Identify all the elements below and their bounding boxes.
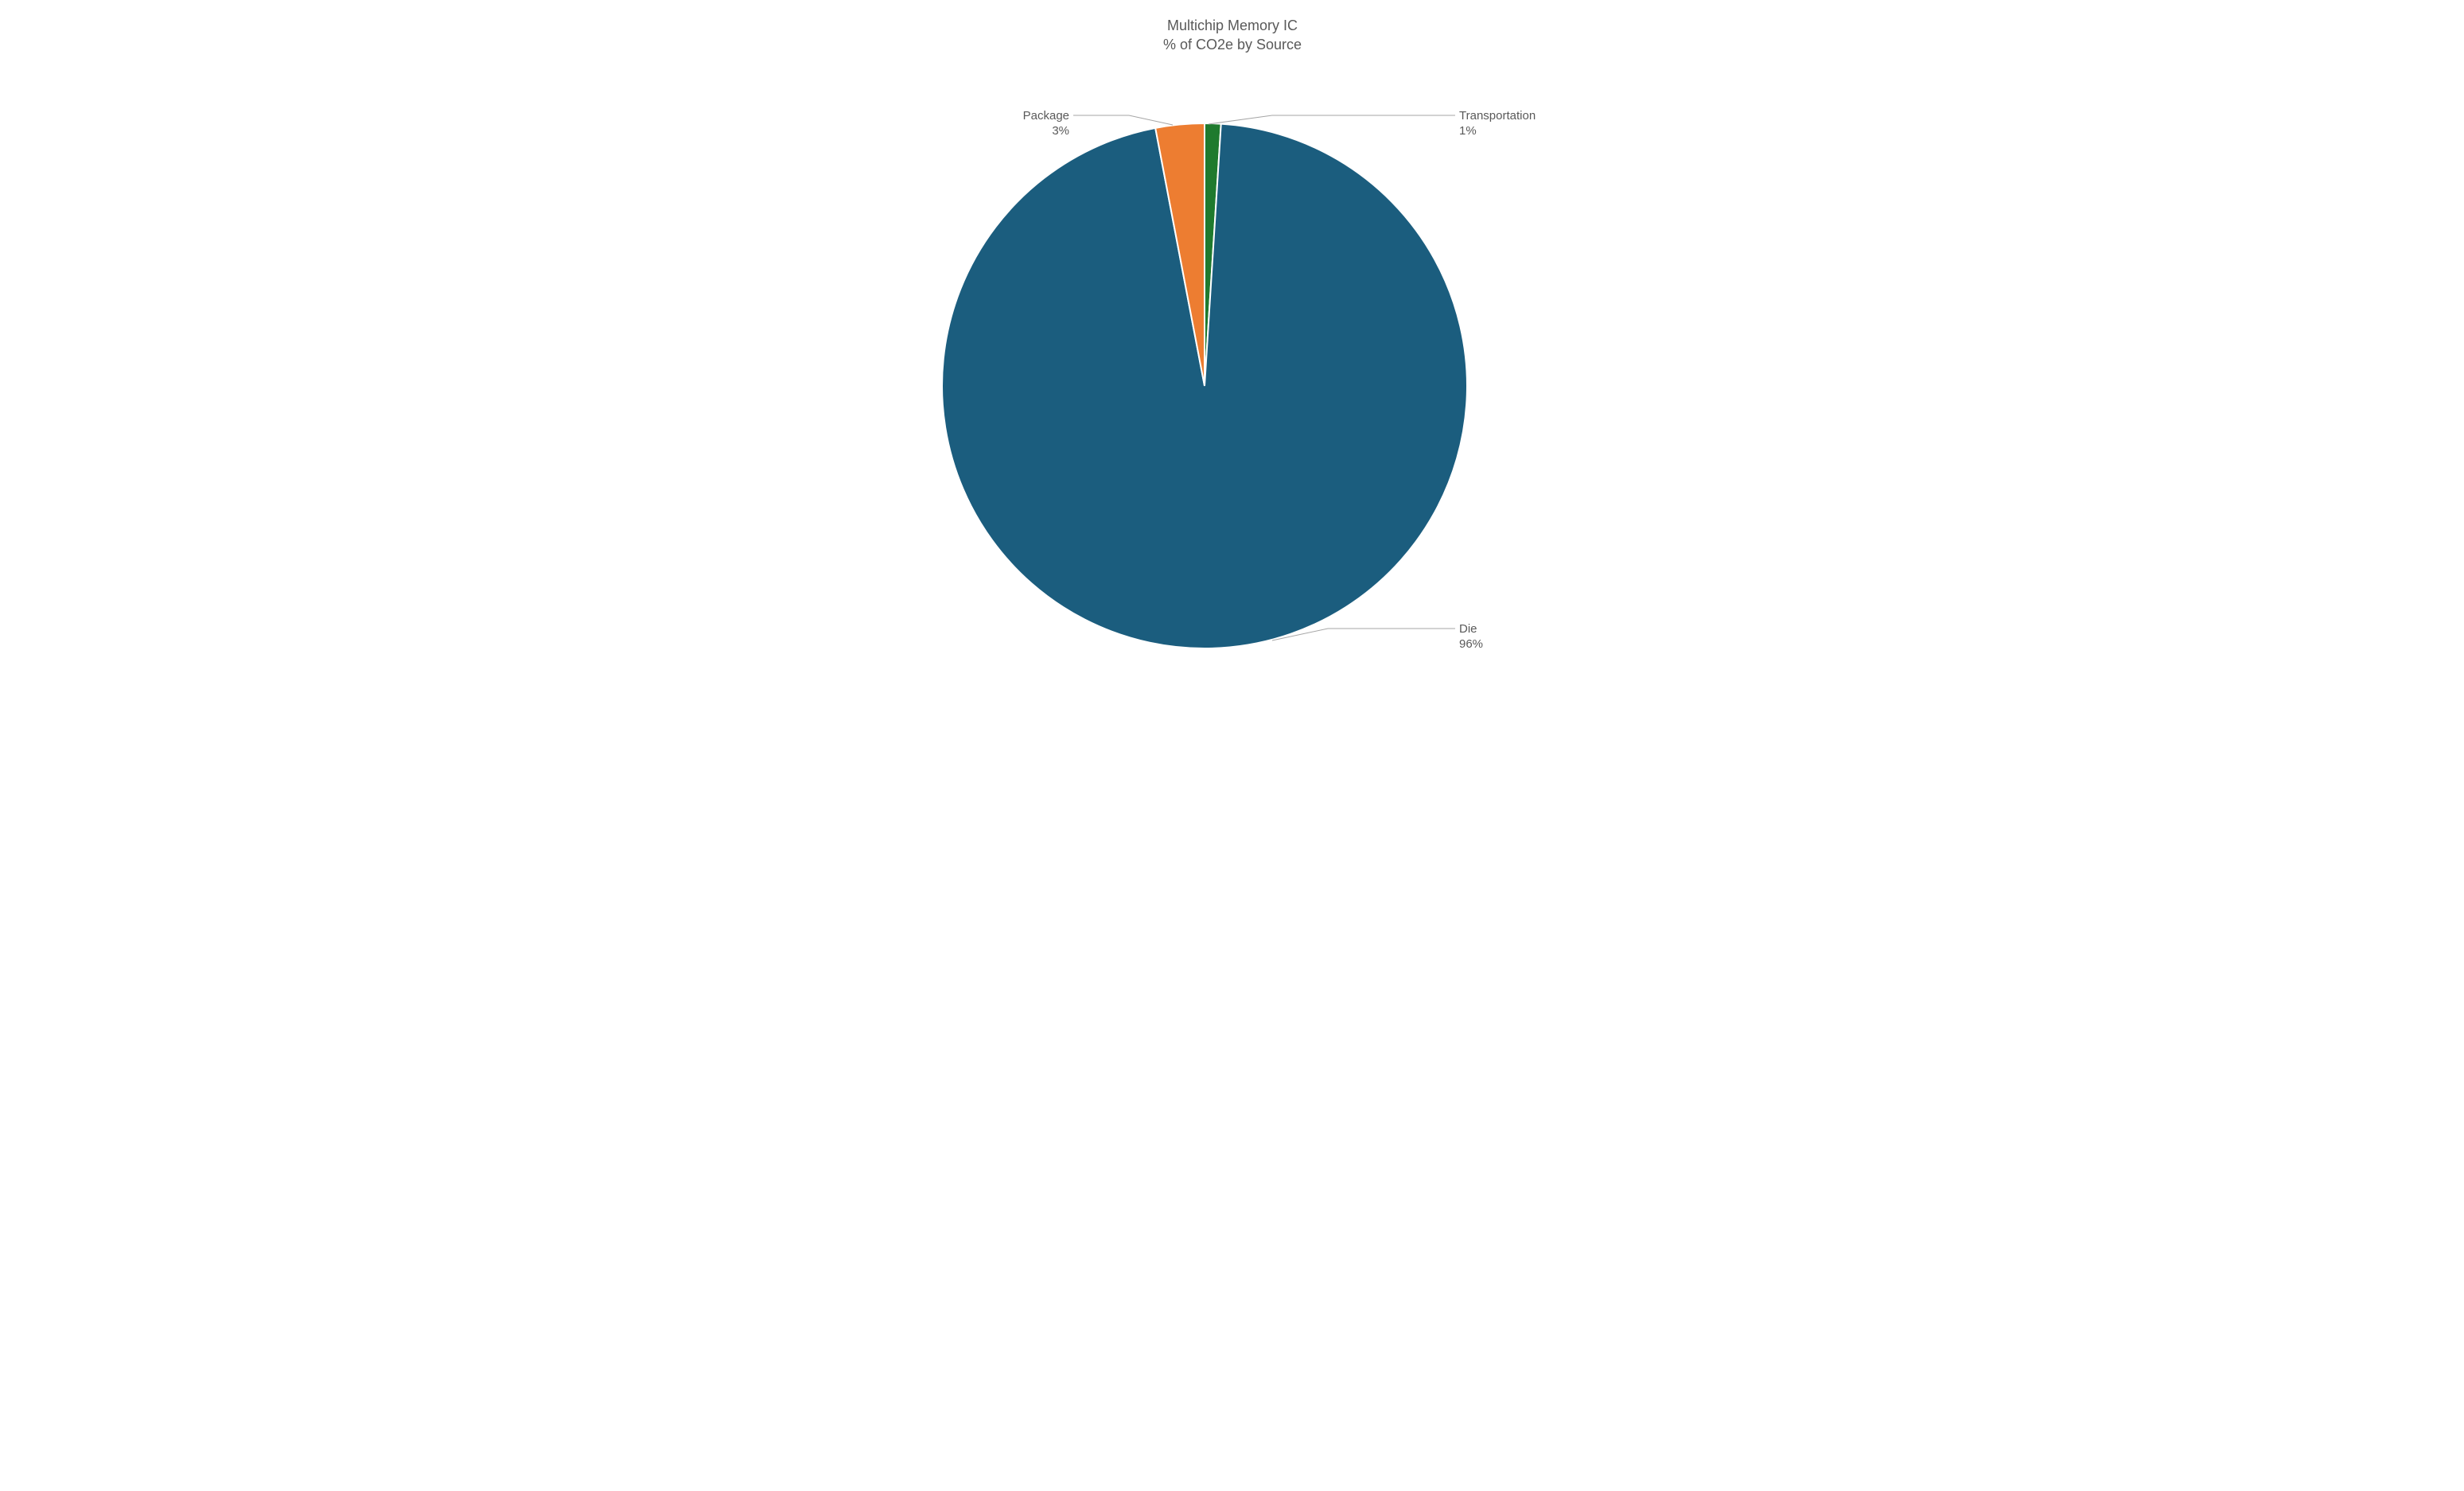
slice-label-name: Package xyxy=(1022,109,1069,123)
pie-chart-svg: Multichip Memory IC % of CO2e by Source … xyxy=(675,0,1789,692)
slice-label-percent: 96% xyxy=(1459,637,1483,651)
chart-title-line2: % of CO2e by Source xyxy=(1162,37,1301,53)
slice-label-name: Transportation xyxy=(1459,109,1536,123)
leader-line xyxy=(1073,115,1173,125)
chart-title-line1: Multichip Memory IC xyxy=(1166,18,1297,33)
slice-label-percent: 1% xyxy=(1459,124,1477,138)
pie-chart-container: Multichip Memory IC % of CO2e by Source … xyxy=(675,0,1789,692)
leader-line xyxy=(1209,115,1455,124)
slice-label-percent: 3% xyxy=(1052,124,1069,138)
slice-label-name: Die xyxy=(1459,622,1477,636)
pie-slices-group xyxy=(942,123,1467,648)
